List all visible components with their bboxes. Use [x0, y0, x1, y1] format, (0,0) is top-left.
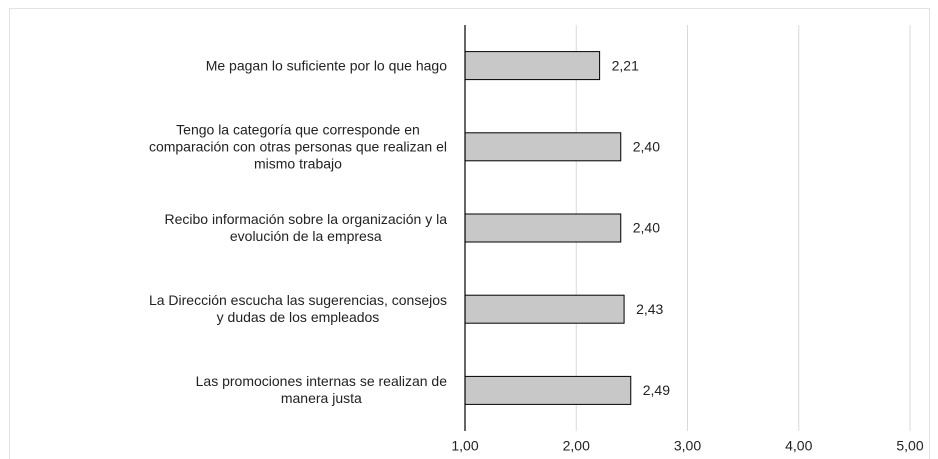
value-label: 2,49 — [643, 382, 670, 398]
bar — [464, 213, 622, 243]
bar — [464, 375, 632, 405]
x-tick-label: 1,00 — [451, 438, 478, 454]
x-tick-label: 5,00 — [896, 438, 923, 454]
x-tick-label: 4,00 — [785, 438, 812, 454]
value-label: 2,43 — [636, 301, 663, 317]
category-label: La Dirección escucha las sugerencias, co… — [148, 292, 447, 326]
value-label: 2,40 — [633, 139, 660, 155]
value-label: 2,40 — [633, 220, 660, 236]
frame — [9, 8, 930, 459]
category-label: Tengo la categoría que corresponde en co… — [148, 121, 447, 172]
x-tick-label: 2,00 — [563, 438, 590, 454]
category-label: Me pagan lo suficiente por lo que hago — [205, 57, 447, 74]
bar — [464, 51, 601, 81]
bar — [464, 132, 622, 162]
x-tick-label: 3,00 — [674, 438, 701, 454]
value-label: 2,21 — [612, 57, 639, 73]
category-label: Recibo información sobre la organización… — [164, 211, 447, 244]
category-label: Las promociones internas se realizan de … — [195, 373, 447, 407]
bar — [464, 294, 625, 324]
